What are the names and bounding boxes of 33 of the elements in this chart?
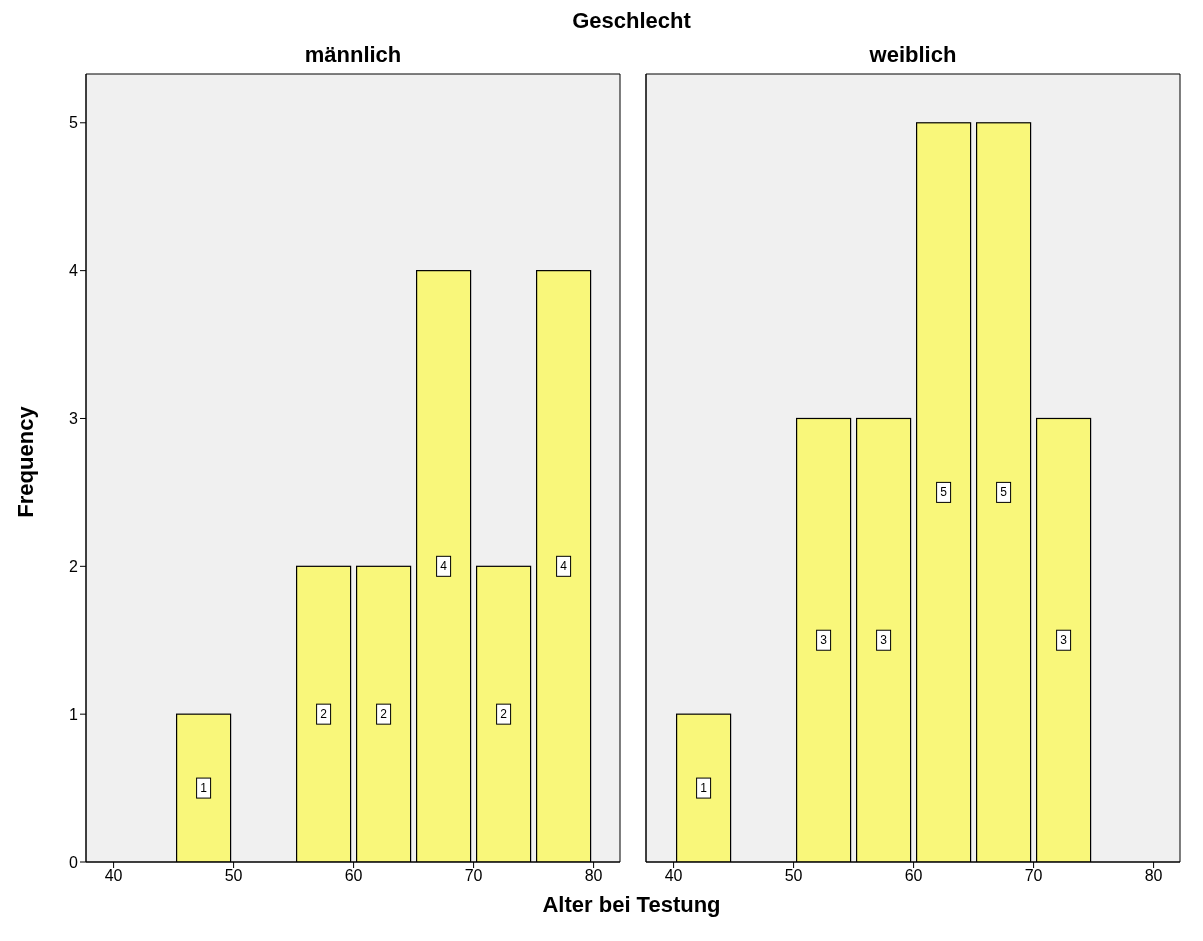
data-label: 1	[700, 781, 708, 796]
data-label: 5	[1000, 485, 1008, 500]
chart-title: weiblich	[868, 42, 958, 69]
x-tick-label: 40	[664, 867, 683, 885]
x-tick-label: 60	[344, 867, 363, 885]
x-tick-label: 60	[904, 867, 923, 885]
x-tick-label: 40	[104, 867, 123, 885]
x-tick-label: 50	[224, 867, 243, 885]
x-tick-label: 70	[464, 867, 483, 885]
y-tick-label: 5	[69, 114, 79, 132]
data-label: 4	[560, 559, 568, 574]
data-label: 3	[1060, 633, 1068, 648]
data-label: 4	[440, 559, 448, 574]
chart-title: männlich	[303, 42, 403, 69]
y-tick-label: 4	[69, 262, 79, 280]
x-tick-label: 50	[784, 867, 803, 885]
y-tick-label: 0	[69, 853, 79, 871]
x-axis-title: Alter bei Testung	[541, 892, 722, 918]
text: Geschlecht	[571, 8, 692, 35]
y-tick-label: 1	[69, 705, 79, 723]
data-label: 2	[320, 707, 328, 722]
data-label: 3	[880, 633, 888, 648]
x-tick-label: 80	[1144, 867, 1163, 885]
data-label: 5	[940, 485, 948, 500]
data-label: 2	[380, 707, 388, 722]
x-tick-label: 80	[584, 867, 603, 885]
x-tick-label: 70	[1024, 867, 1043, 885]
y-axis-title: Frequency	[13, 406, 39, 518]
data-label: 1	[200, 781, 208, 796]
y-tick-label: 2	[69, 558, 79, 575]
y-tick-label: 3	[69, 410, 79, 428]
data-label: 3	[820, 633, 828, 648]
data-label: 2	[500, 707, 508, 722]
